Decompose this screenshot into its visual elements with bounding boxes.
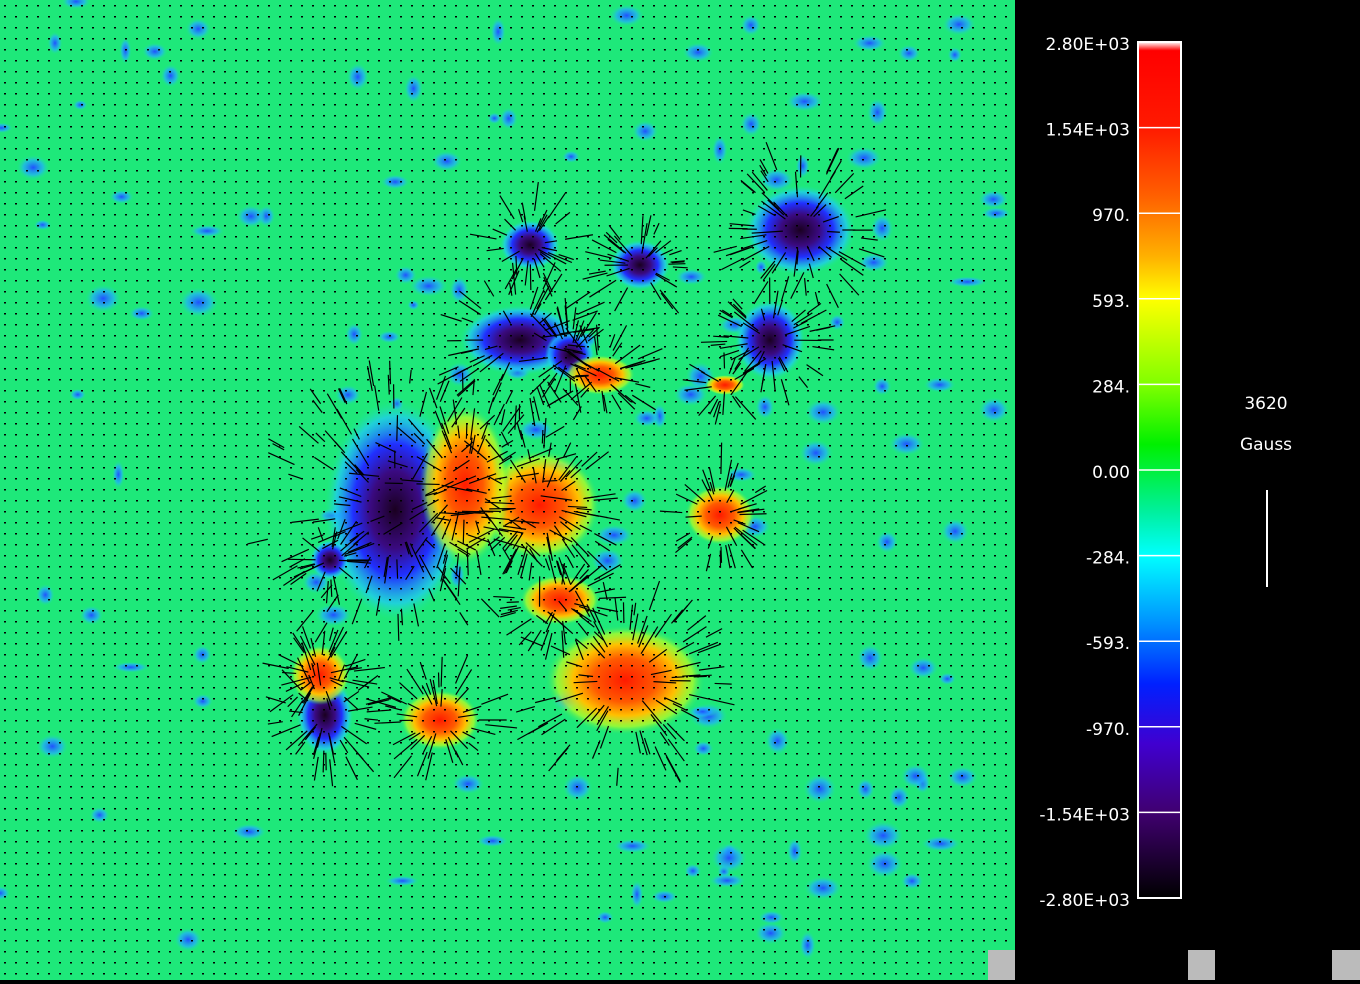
field-vector (740, 514, 767, 515)
scale-unit: Gauss (1240, 435, 1292, 455)
colorbar-label: -970. (1086, 720, 1130, 740)
vector-grid (0, 0, 1015, 980)
field-vector (323, 751, 324, 773)
field-vector (542, 430, 543, 443)
colorbar-label: -2.80E+03 (1039, 891, 1130, 911)
field-vector (542, 481, 557, 482)
colorbar-label: -1.54E+03 (1039, 805, 1130, 825)
resize-handle[interactable] (988, 950, 1015, 980)
field-vector (416, 484, 439, 485)
colorbar-label: 2.80E+03 (1046, 35, 1130, 55)
field-vector (339, 560, 352, 561)
field-vector (390, 361, 391, 384)
field-vector (398, 614, 399, 641)
colorbar-label: 970. (1092, 206, 1130, 226)
field-vector (827, 232, 840, 233)
field-vector (715, 683, 732, 684)
field-vector (721, 443, 722, 474)
colorbar-label: 593. (1092, 292, 1130, 312)
scale-value: 3620 (1244, 394, 1287, 414)
field-image (0, 0, 1015, 980)
colorbar-label: -593. (1086, 634, 1130, 654)
colorbar-label: -284. (1086, 549, 1130, 569)
field-vector (397, 415, 398, 441)
colorbar-label: 1.54E+03 (1046, 121, 1130, 141)
field-vector (721, 547, 722, 563)
colorbar-label: 0.00 (1092, 463, 1130, 483)
field-vector (507, 602, 519, 603)
field-vector (331, 580, 332, 597)
field-vector (463, 520, 464, 545)
field-vector (397, 559, 398, 578)
field-vector (672, 677, 685, 678)
colorbar-label: 284. (1092, 377, 1130, 397)
resize-handle[interactable] (1188, 950, 1215, 980)
resize-handle[interactable] (1332, 950, 1360, 980)
